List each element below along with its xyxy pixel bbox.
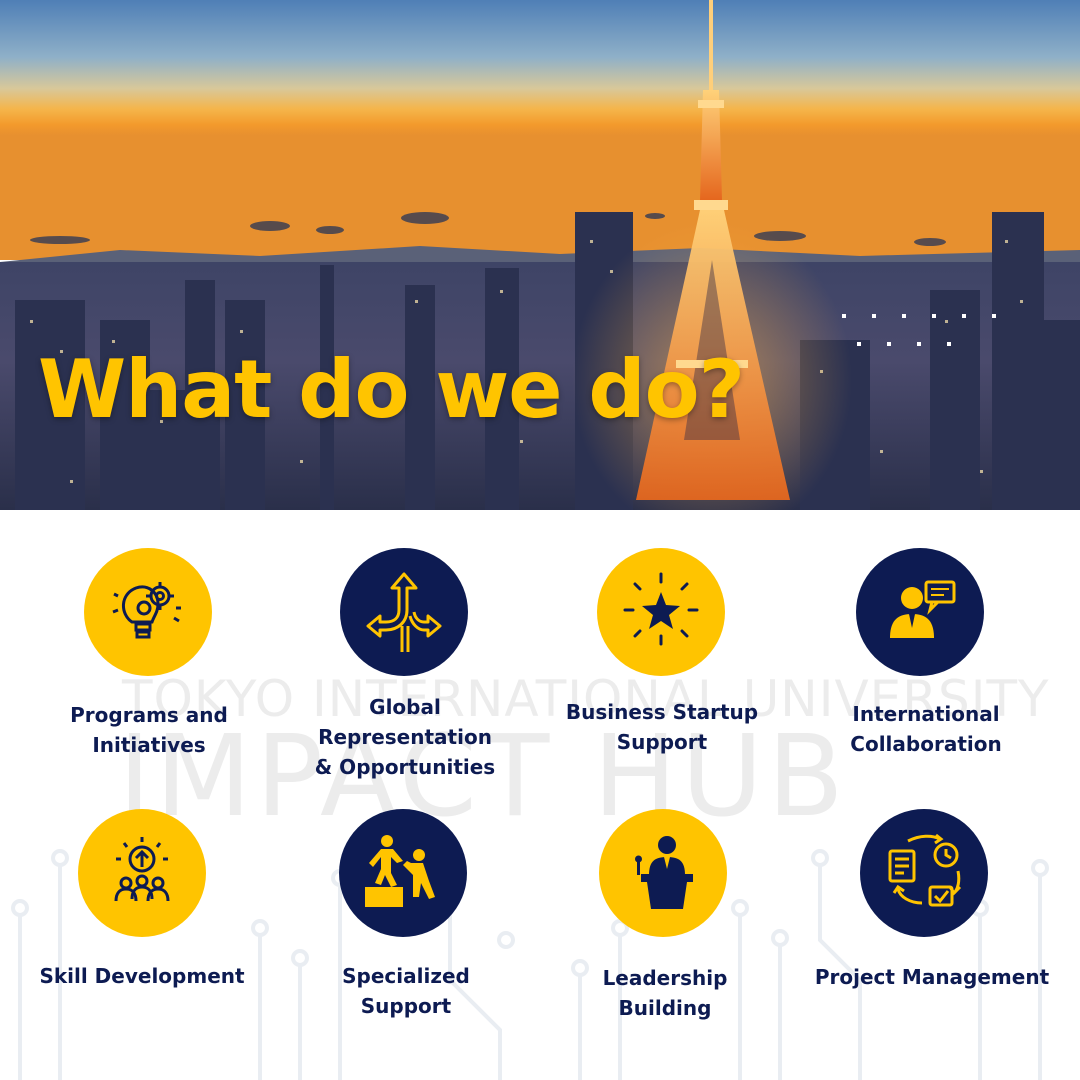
gear-lightbulb-icon [112, 582, 181, 639]
service-label: International Collaboration [850, 702, 1002, 756]
businessman-speech-icon [890, 580, 956, 638]
service-label: Project Management [814, 965, 1050, 989]
speaker-podium-icon [635, 836, 693, 909]
watermark-hub-name: IMPACT HUB [118, 712, 848, 842]
helping-hand-climb-icon [365, 835, 435, 907]
service-icon-circle [339, 809, 467, 937]
workflow-cycle-icon [888, 833, 962, 907]
service-label: Skill Development [39, 964, 245, 988]
star-burst-icon [623, 572, 699, 646]
service-icon-circle [340, 548, 468, 676]
service-label: Programs and Initiatives [70, 703, 228, 757]
team-growth-icon [114, 837, 170, 902]
page-title: What do we do? [38, 343, 745, 436]
diverging-arrows-icon [366, 572, 442, 652]
service-label: Specialized Support [342, 964, 470, 1018]
service-icon-circle [860, 809, 988, 937]
service-label: Leadership Building [602, 966, 728, 1020]
service-label: Global Representation & Opportunities [314, 695, 496, 779]
hero-banner: What do we do? [0, 0, 1080, 510]
service-icon-circle [599, 809, 727, 937]
service-label: Business Startup Support [565, 700, 759, 754]
watermark-university-name: TOKYO INTERNATIONAL UNIVERSITY [122, 670, 1050, 728]
service-icon-circle [78, 809, 206, 937]
service-icon-circle [597, 548, 725, 676]
service-icon-circle [84, 548, 212, 676]
service-icon-circle [856, 548, 984, 676]
tokyo-skyline-image [0, 0, 1080, 510]
